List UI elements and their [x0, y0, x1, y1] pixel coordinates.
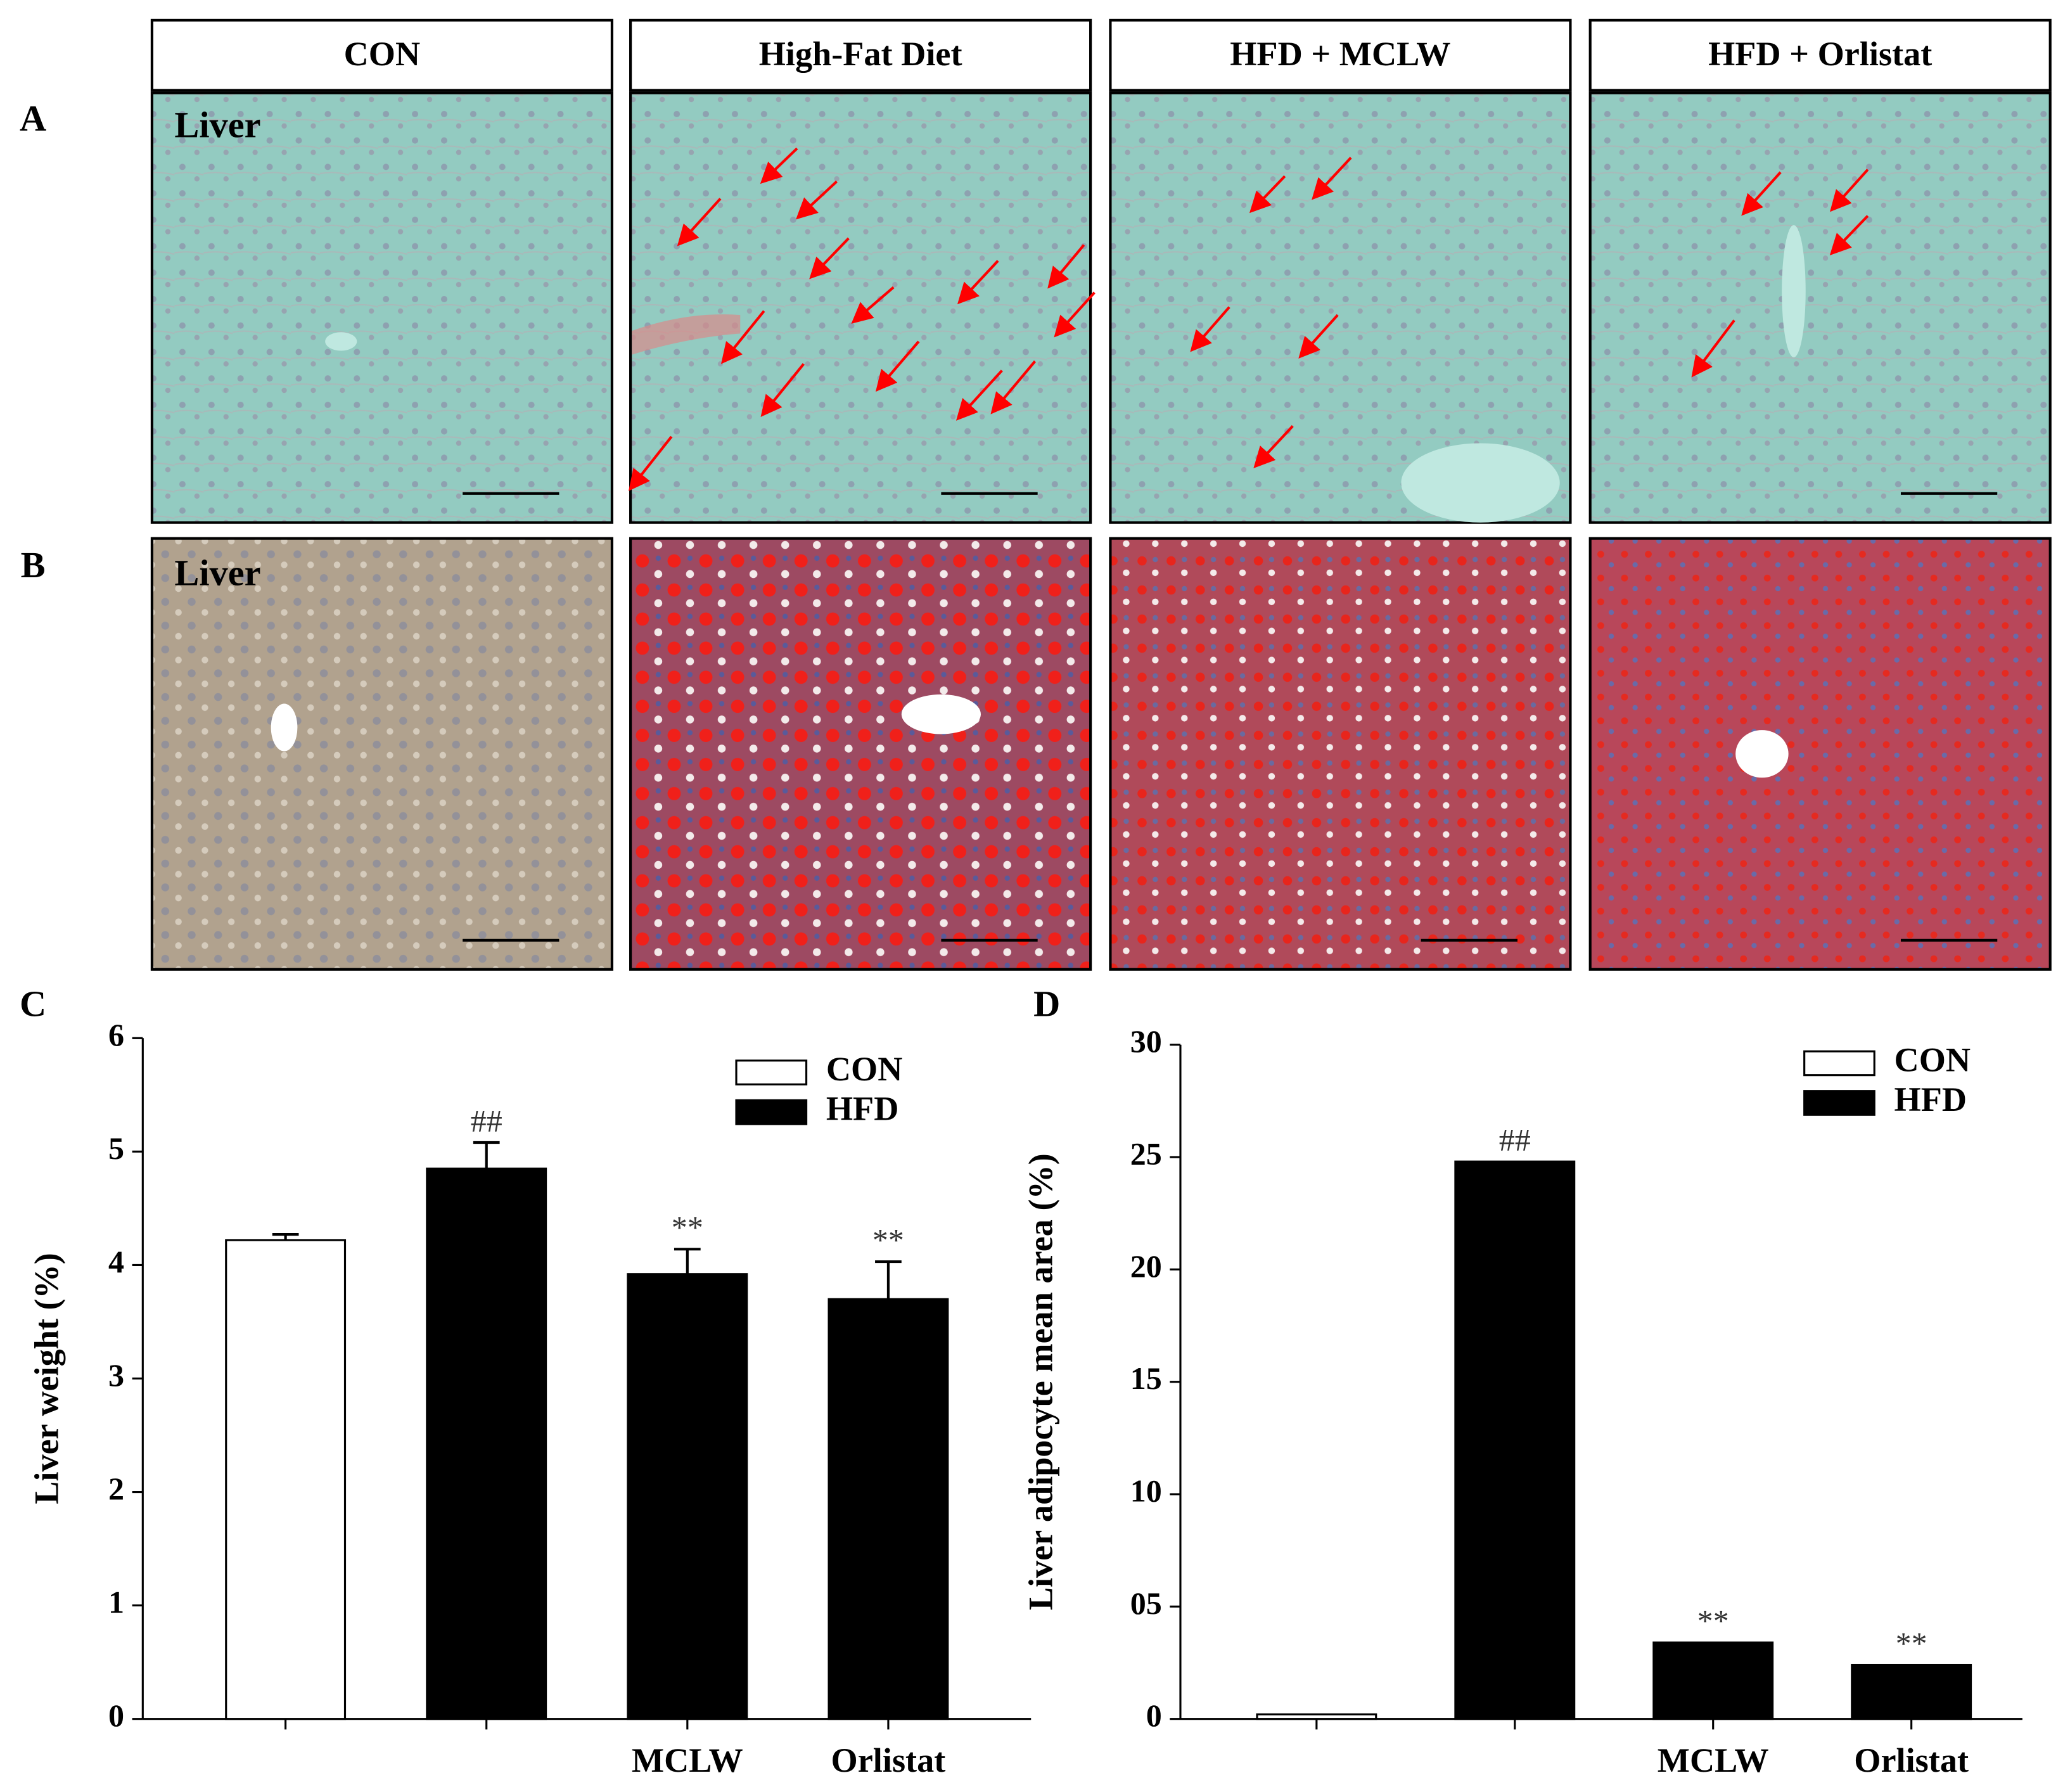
significance-label: ** [1697, 1603, 1729, 1638]
legend-label: HFD [1894, 1080, 1967, 1118]
arrow [760, 147, 798, 184]
row-label: A [20, 98, 46, 139]
arrow [851, 286, 895, 324]
error-bar [272, 1232, 299, 1241]
tissue-label: Liver [174, 553, 260, 594]
arrow [957, 260, 999, 305]
bar [426, 1167, 547, 1720]
bar [827, 1298, 949, 1720]
vessel [325, 332, 357, 351]
micrograph-a [1588, 91, 2052, 524]
y-tick-label: 0 [1146, 1698, 1162, 1733]
micrograph-a [150, 91, 613, 524]
y-axis-label: Liver weight (%) [28, 1253, 66, 1504]
bar [1652, 1641, 1774, 1720]
y-tick-label: 2 [108, 1471, 124, 1506]
y-tick-label: 05 [1130, 1585, 1162, 1621]
vessel [632, 314, 741, 355]
legend-label: CON [1894, 1040, 1971, 1078]
vessel [1401, 443, 1560, 523]
y-tick-label: 20 [1130, 1248, 1162, 1284]
y-tick-label: 30 [1130, 1023, 1162, 1059]
x-tick-label: MCLW [1658, 1741, 1769, 1779]
legend-label: CON [826, 1050, 903, 1088]
y-tick-label: 25 [1130, 1136, 1162, 1172]
x-tick-label: MCLW [632, 1741, 743, 1779]
arrow [990, 360, 1037, 414]
micrograph-b [1109, 537, 1572, 971]
micrograph-a [629, 91, 1092, 524]
y-axis-label: Liver adipocyte mean area (%) [1022, 1153, 1060, 1610]
significance-label: ** [672, 1210, 703, 1245]
header-box [1588, 18, 2052, 92]
y-tick-label: 15 [1130, 1360, 1162, 1396]
error-bar [674, 1248, 701, 1274]
significance-label: ## [1499, 1122, 1531, 1157]
y-tick-label: 1 [108, 1584, 124, 1620]
arrow [1249, 175, 1286, 214]
y-tick-label: 6 [108, 1017, 124, 1053]
arrow [677, 198, 722, 246]
legend-swatch [1803, 1050, 1875, 1077]
arrow [1829, 169, 1869, 212]
significance-label: ** [1896, 1625, 1927, 1661]
arrow [1298, 314, 1339, 359]
header-box [1109, 18, 1572, 92]
bar [225, 1239, 347, 1720]
y-tick-label: 5 [108, 1130, 124, 1166]
micrograph-b [629, 537, 1092, 971]
chart-label: C [20, 983, 46, 1025]
error-bar [473, 1141, 500, 1169]
arrow [720, 310, 765, 364]
x-tick-label: Orlistat [831, 1741, 946, 1779]
arrow [955, 369, 1003, 421]
header-label: High-Fat Diet [759, 35, 962, 73]
arrow [796, 180, 838, 220]
arrow [1691, 319, 1735, 378]
arrow [1047, 244, 1085, 289]
arrow [1741, 171, 1782, 216]
legend-swatch [735, 1059, 808, 1085]
arrow [809, 237, 850, 279]
arrow [1054, 291, 1096, 338]
header-label: HFD + Orlistat [1708, 35, 1932, 73]
arrow [760, 362, 805, 417]
significance-label: ## [471, 1103, 502, 1138]
micrograph-b [1588, 537, 2052, 971]
arrow [1253, 425, 1294, 468]
y-tick-label: 3 [108, 1357, 124, 1393]
y-tick-label: 0 [108, 1698, 124, 1733]
arrow [1190, 306, 1230, 352]
vessel [271, 703, 298, 752]
arrow [629, 435, 673, 491]
tissue-label: Liver [174, 104, 260, 145]
x-tick-label: Orlistat [1854, 1741, 1969, 1779]
legend-swatch [1803, 1090, 1875, 1116]
header-label: CON [344, 35, 421, 73]
bar [627, 1273, 748, 1720]
bar [1454, 1160, 1576, 1720]
legend-label: HFD [826, 1090, 898, 1128]
row-label: B [21, 544, 46, 586]
vessel [901, 694, 981, 734]
y-tick-label: 4 [108, 1244, 124, 1279]
error-bar [875, 1260, 902, 1300]
header-box [150, 18, 613, 92]
arrow [1312, 157, 1352, 200]
chart-label: D [1033, 983, 1060, 1025]
arrow [875, 340, 920, 392]
vessel [1782, 225, 1806, 357]
micrograph-b [150, 537, 613, 971]
legend-swatch [735, 1099, 808, 1125]
arrow [1829, 215, 1869, 255]
bar [1851, 1663, 1972, 1720]
header-label: HFD + MCLW [1230, 35, 1450, 73]
significance-label: ** [872, 1222, 904, 1257]
header-box [629, 18, 1092, 92]
y-tick-label: 10 [1130, 1473, 1162, 1508]
bar [1256, 1713, 1377, 1720]
vessel [1735, 730, 1789, 778]
